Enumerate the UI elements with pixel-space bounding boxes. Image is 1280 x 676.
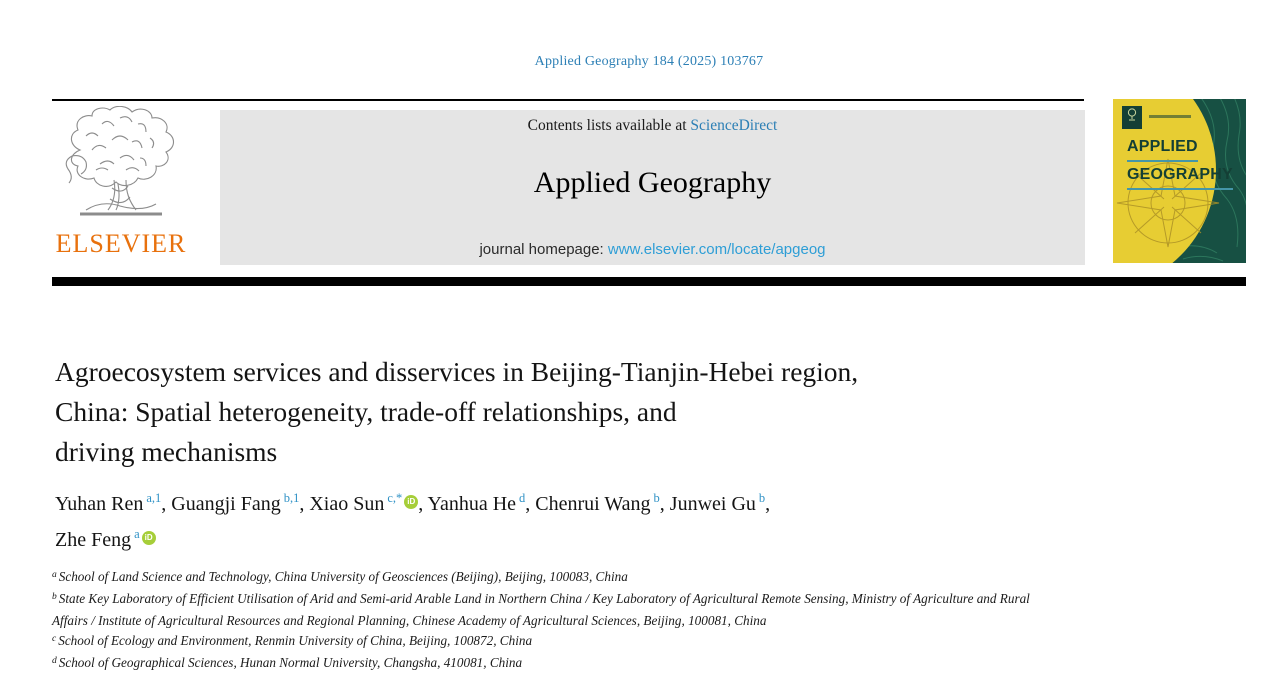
author-sup: a — [134, 527, 140, 541]
masthead-box: Contents lists available at ScienceDirec… — [220, 110, 1085, 265]
author-separator: , — [525, 493, 536, 515]
author: Guangji Fang b,1, — [171, 491, 310, 515]
affiliation-sup: a — [52, 570, 57, 580]
contents-line: Contents lists available at ScienceDirec… — [220, 117, 1085, 135]
homepage-url-link[interactable]: www.elsevier.com/locate/apgeog — [607, 241, 826, 258]
author-sup: b — [653, 491, 660, 505]
affiliation-text: School of Land Science and Technology, C… — [58, 569, 628, 584]
author: Chenrui Wang b, — [535, 491, 670, 515]
sciencedirect-link[interactable]: ScienceDirect — [690, 117, 778, 134]
author-name: Junwei Gu — [669, 493, 756, 515]
journal-cover-thumbnail: APPLIED GEOGRAPHY — [1113, 99, 1246, 263]
author-sup: a,1 — [146, 491, 162, 505]
journal-citation-link[interactable]: Applied Geography 184 (2025) 103767 — [534, 54, 764, 69]
author-separator: , — [765, 493, 771, 515]
affiliation-text: School of Geographical Sciences, Hunan N… — [58, 655, 523, 670]
article-title-line2: China: Spatial heterogeneity, trade-off … — [55, 396, 677, 427]
author-separator: , — [659, 493, 670, 515]
author-sup: b — [758, 491, 766, 505]
cover-title-line2: GEOGRAPHY — [1127, 163, 1233, 190]
cover-title: APPLIED GEOGRAPHY — [1127, 135, 1233, 190]
contents-prefix: Contents lists available at — [527, 117, 691, 134]
affiliation-sup: c — [52, 634, 57, 644]
affiliation: d School of Geographical Sciences, Hunan … — [52, 653, 1060, 675]
affiliation: a School of Land Science and Technology, … — [52, 567, 1060, 589]
cover-tree-icon — [1127, 108, 1137, 121]
author-sup: b,1 — [283, 491, 300, 505]
elsevier-logo: ELSEVIER — [54, 105, 188, 259]
article-title-line1: Agroecosystem services and disservices i… — [55, 356, 859, 387]
author-separator: , — [299, 493, 310, 515]
author-name: Yuhan Ren — [55, 493, 144, 515]
article-title-line3: driving mechanisms — [55, 436, 278, 467]
compass-rose-icon — [1116, 158, 1220, 248]
top-rule — [52, 99, 1084, 101]
elsevier-tree-icon — [65, 105, 175, 216]
author-name: Yanhua He — [427, 493, 517, 515]
affiliation: b State Key Laboratory of Efficient Utili… — [52, 589, 1060, 631]
author-separator: , — [418, 493, 428, 515]
affiliation-sup: b — [52, 592, 57, 602]
homepage-prefix: journal homepage: — [479, 241, 608, 258]
author-name: Chenrui Wang — [535, 493, 651, 515]
cover-subtitle-placeholder — [1149, 115, 1191, 118]
author: Yuhan Ren a,1, — [55, 491, 172, 515]
affiliation: c School of Ecology and Environment, Renm… — [52, 631, 1060, 653]
author-separator: , — [161, 493, 172, 515]
elsevier-wordmark: ELSEVIER — [55, 229, 187, 258]
cover-elsevier-badge — [1122, 106, 1142, 129]
orcid-label: iD — [144, 533, 153, 542]
orcid-icon[interactable]: iD — [141, 531, 156, 545]
orcid-label: iD — [407, 497, 416, 506]
author-sup: d — [519, 491, 526, 505]
author-name: Guangji Fang — [171, 493, 281, 515]
author-name: Xiao Sun — [309, 493, 385, 515]
homepage-line: journal homepage: www.elsevier.com/locat… — [220, 241, 1085, 258]
author: Junwei Gu b, — [669, 491, 771, 515]
journal-title: Applied Geography — [533, 166, 772, 199]
affiliation-sup: d — [52, 656, 57, 666]
author: Zhe Feng a iD — [55, 527, 156, 551]
affiliation-text: State Key Laboratory of Efficient Utilis… — [52, 591, 1030, 628]
author: Xiao Sun c,* iD, — [309, 491, 428, 515]
author-list: Yuhan Ren a,1, Guangji Fang b,1, Xiao Sun c… — [55, 487, 1095, 559]
cover-title-line1: APPLIED — [1127, 135, 1198, 162]
article-title: Agroecosystem services and disservices i… — [55, 352, 1115, 472]
orcid-icon[interactable]: iD — [404, 495, 419, 509]
affiliation-list: a School of Land Science and Technology, … — [52, 567, 1060, 675]
author: Yanhua He d, — [427, 491, 536, 515]
author-name: Zhe Feng — [55, 529, 132, 551]
affiliation-text: School of Ecology and Environment, Renmi… — [58, 633, 533, 648]
section-divider-rule — [52, 277, 1246, 286]
author-sup: c,* — [387, 491, 403, 505]
